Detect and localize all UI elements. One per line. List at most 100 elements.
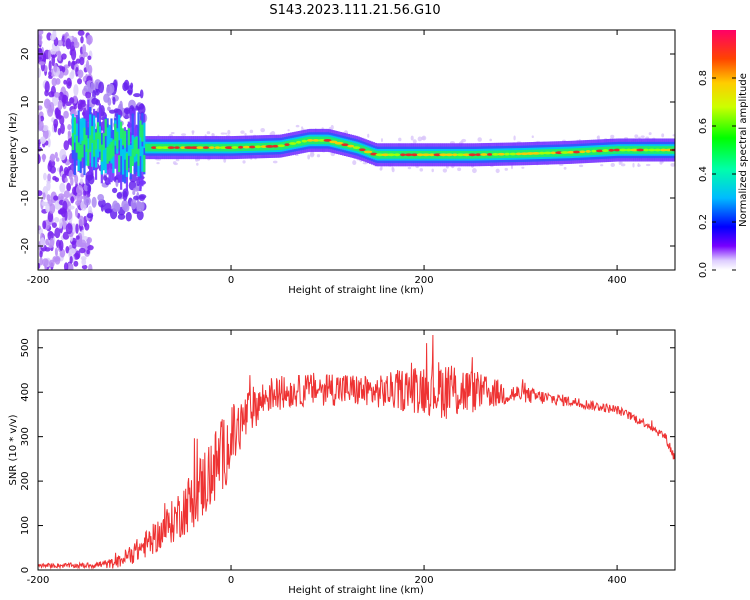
spectrogram-cell xyxy=(352,160,357,166)
spectrogram-cell xyxy=(421,135,427,141)
spectrogram-cell xyxy=(462,153,471,157)
spectrogram-cell xyxy=(521,166,525,169)
spectrogram-cell xyxy=(156,162,160,165)
spectrogram-cell xyxy=(82,236,88,241)
spectrogram-band xyxy=(676,144,678,156)
spectrogram-cell xyxy=(117,213,126,220)
spectrogram-cell xyxy=(284,143,290,147)
spectrogram-cell xyxy=(52,175,57,181)
colorbar-label: Normalized spectral amplitude xyxy=(738,73,749,227)
spectrogram-cell xyxy=(64,209,68,222)
spectrogram-cell xyxy=(404,153,413,157)
spectrogram-cell xyxy=(191,130,195,134)
x-tick-label: -200 xyxy=(27,275,50,286)
spectrogram-cell xyxy=(645,163,651,167)
spectrogram-cell xyxy=(648,132,652,136)
spectrogram-cell xyxy=(224,146,234,150)
spectrogram-cell xyxy=(73,84,79,97)
spectrogram-cell xyxy=(63,110,69,119)
snr-frame xyxy=(37,329,676,571)
spectrogram-cell xyxy=(48,71,52,77)
spectrogram-cell xyxy=(407,166,412,170)
spectrogram-cell xyxy=(87,64,93,75)
spectrogram-cell xyxy=(75,250,81,260)
spectrogram-cell xyxy=(38,225,41,231)
spectrogram-cell xyxy=(640,135,645,138)
spectrogram-band xyxy=(89,114,92,140)
spectrogram-band xyxy=(131,113,134,150)
spectrogram-cell xyxy=(400,153,406,157)
spectrogram-cell xyxy=(431,168,434,173)
spectrogram-band xyxy=(116,131,119,149)
spectrogram-cell xyxy=(73,104,77,110)
spectrogram-cell xyxy=(295,140,302,144)
spectrogram-cell xyxy=(38,142,41,148)
spectrogram-cell xyxy=(312,139,320,142)
colorbar-gradient xyxy=(712,30,736,270)
spectrogram-cell xyxy=(242,145,251,149)
spectrogram-cell xyxy=(323,139,332,142)
spectrogram-cell xyxy=(531,135,534,139)
spectrogram-cell xyxy=(410,153,418,157)
spectrogram-cell xyxy=(59,148,67,161)
spectrogram-cell xyxy=(223,157,227,163)
spectrogram-band xyxy=(112,147,115,174)
spectrogram-cell xyxy=(265,145,274,148)
spectrogram-band xyxy=(141,124,144,142)
spectrogram-cell xyxy=(48,102,55,114)
spectrogram-cell xyxy=(410,135,414,141)
spectrogram-band xyxy=(139,141,142,178)
spectrogram-cell xyxy=(116,192,123,199)
colorbar-tick-label: 0.8 xyxy=(698,70,709,86)
spectrogram-cell xyxy=(543,151,552,155)
spectrogram-cell xyxy=(61,97,66,107)
spectrogram-cell xyxy=(126,89,133,94)
spectrogram-cell xyxy=(475,153,482,157)
spectrogram-cell xyxy=(637,162,640,167)
spectrogram-band xyxy=(108,124,111,151)
spectrogram-cell xyxy=(174,146,180,150)
spectrogram-cell xyxy=(69,97,75,104)
spectrogram-band xyxy=(137,148,140,166)
spectrogram-band xyxy=(91,126,94,144)
spectrogram-cell xyxy=(167,146,175,150)
spectrogram-cell xyxy=(196,146,204,150)
spectrogram-cell xyxy=(42,128,49,140)
spectrogram-cell xyxy=(151,146,157,150)
spectrogram-cell xyxy=(379,167,383,171)
spectrogram-cell xyxy=(487,153,493,156)
spectrogram-cell xyxy=(301,139,308,143)
spectrogram-cell xyxy=(122,81,129,92)
spectrogram-cell xyxy=(69,71,75,80)
spectrogram-cell xyxy=(660,148,667,152)
spectrogram-cell xyxy=(573,150,581,154)
y-tick-label: 0 xyxy=(20,567,31,573)
spectrogram-cell xyxy=(295,124,300,128)
spectrogram-band xyxy=(83,139,86,176)
spectrogram-cell xyxy=(61,53,67,60)
spectrogram-cell xyxy=(67,124,72,131)
spectrogram-cell xyxy=(54,255,61,265)
spectrogram-cell xyxy=(509,152,517,156)
spectrogram-cell xyxy=(224,132,228,135)
spectrogram-cell xyxy=(115,179,119,187)
spectrogram-cell xyxy=(133,93,141,98)
spectrogram-cell xyxy=(468,153,477,157)
spectrogram-cell xyxy=(428,153,435,157)
spectrogram-band xyxy=(79,144,82,162)
x-tick-label: 400 xyxy=(608,575,627,586)
spectrogram-band xyxy=(93,139,96,157)
snr-ticks: -200 0 200 400 0 100 200 300 400 500 xyxy=(20,330,675,586)
spectrogram-cell xyxy=(618,160,622,166)
spectrogram-cell xyxy=(77,30,85,36)
spectrogram-cell xyxy=(175,158,180,162)
spectrogram-cell xyxy=(60,123,65,135)
spectrogram-cell xyxy=(48,159,56,168)
spectrogram-cell xyxy=(65,223,73,235)
spectrogram-cell xyxy=(137,103,146,115)
spectrogram-cell xyxy=(59,218,63,229)
spectrogram-cell xyxy=(86,249,90,255)
spectrogram-cell xyxy=(116,202,121,213)
spectrogram-band xyxy=(145,143,148,152)
spectrogram-cell xyxy=(477,137,482,142)
